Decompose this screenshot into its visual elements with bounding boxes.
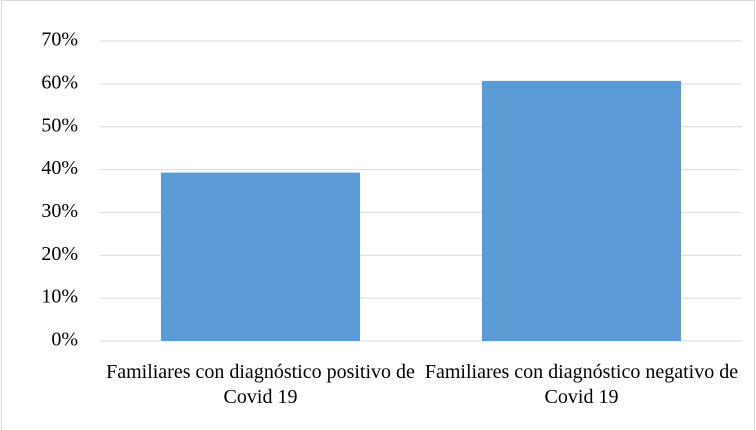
x-tick-label: Familiares con diagnóstico positivo de C… — [106, 361, 415, 408]
y-tick-label: 70% — [41, 29, 78, 51]
bar — [160, 172, 361, 341]
x-tick-label: Familiares con diagnóstico negativo de C… — [424, 361, 739, 408]
y-tick-label: 60% — [41, 71, 78, 93]
y-tick-label: 50% — [41, 114, 78, 136]
y-tick-label: 10% — [41, 286, 78, 308]
y-tick-label: 40% — [41, 157, 78, 179]
y-tick-label: 20% — [41, 243, 78, 265]
y-tick-label: 30% — [41, 200, 78, 222]
bar — [481, 80, 682, 341]
y-tick-label: 0% — [51, 329, 78, 351]
